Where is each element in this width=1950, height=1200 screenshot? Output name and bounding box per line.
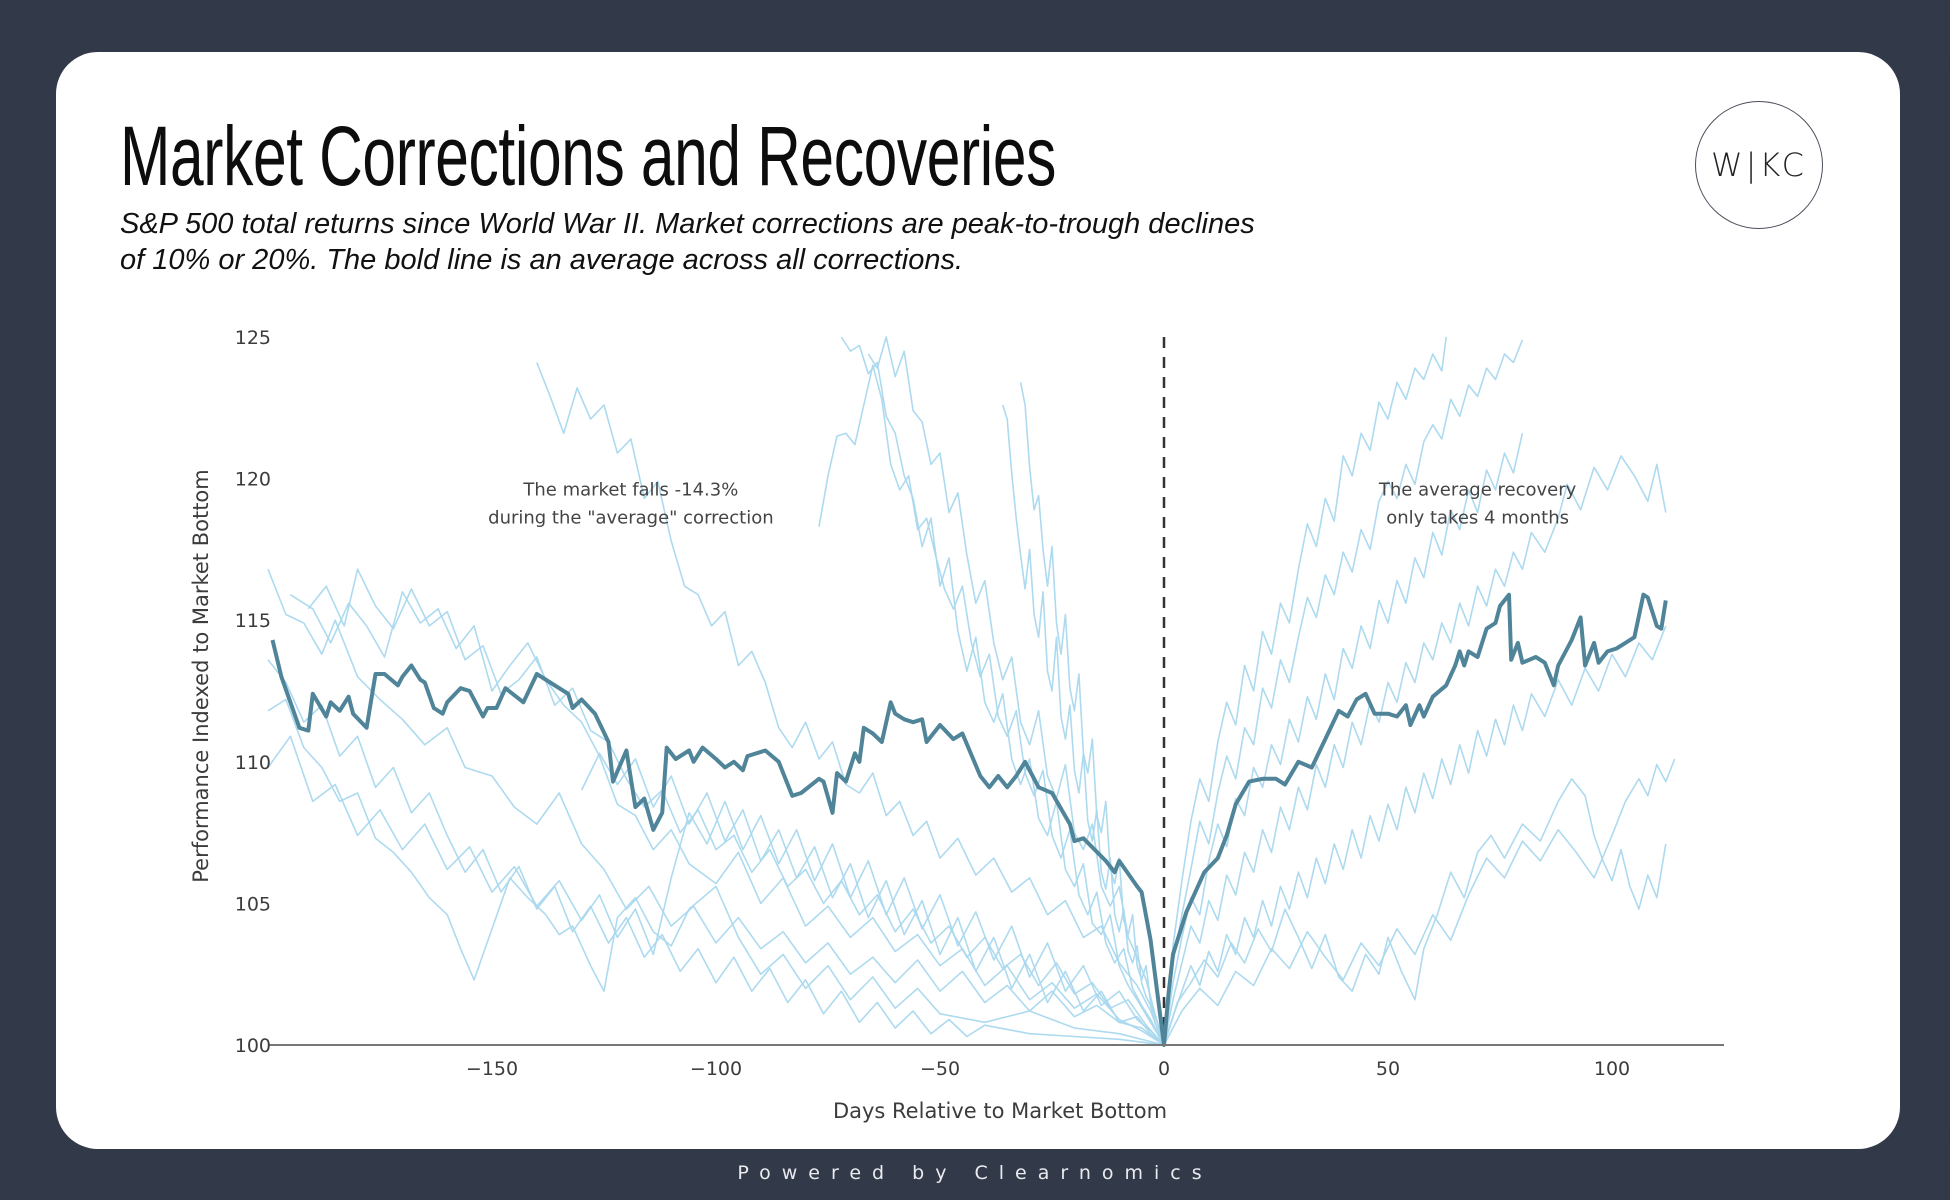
individual-corrections-group	[267, 336, 1676, 1046]
y-tick-label: 105	[235, 893, 271, 915]
correction-line-16	[1163, 455, 1667, 1046]
annotation-2-line-2: only takes 4 months	[1386, 508, 1569, 529]
correction-line-18	[1163, 778, 1667, 1046]
x-tick-label: 50	[1376, 1058, 1400, 1080]
correction-line-2	[267, 698, 1165, 1046]
correction-line-13	[1163, 336, 1447, 1046]
x-tick-label: −150	[466, 1058, 518, 1080]
page-subtitle: S&P 500 total returns since World War II…	[120, 206, 1420, 278]
x-tick-label: 0	[1158, 1058, 1170, 1080]
correction-line-11	[267, 735, 1165, 1046]
correction-line-9	[1001, 404, 1165, 1046]
x-tick-label: −100	[690, 1058, 742, 1080]
correction-line-7	[840, 336, 1165, 1046]
correction-line-12	[580, 752, 1165, 1046]
x-axis-label: Days Relative to Market Bottom	[833, 1099, 1167, 1123]
powered-by-footer: Powered by Clearnomics	[737, 1162, 1213, 1184]
correction-line-4	[307, 568, 1165, 1046]
subtitle-line-2: of 10% or 20%. The bold line is an avera…	[120, 244, 964, 276]
y-tick-label: 125	[235, 327, 271, 349]
annotation-1-line-1: The market falls -14.3%	[522, 480, 738, 501]
y-tick-label: 110	[235, 752, 271, 774]
average-correction-line	[270, 592, 1668, 1047]
correction-line-8	[818, 364, 1165, 1046]
wkc-logo: W|KC	[1695, 101, 1823, 229]
x-tick-label: −50	[920, 1058, 960, 1080]
y-axis-label: Performance Indexed to Market Bottom	[189, 469, 213, 883]
correction-line-17	[1163, 625, 1667, 1046]
correction-line-10	[1019, 382, 1165, 1046]
logo-text: W|KC	[1711, 146, 1807, 184]
correction-line-6	[867, 336, 1165, 1046]
y-tick-label: 120	[235, 469, 271, 491]
y-tick-label: 115	[235, 610, 271, 632]
correction-line-20	[267, 659, 1165, 1046]
x-axis-ticks: −150 −100 −50 0 50 100	[466, 1058, 1630, 1080]
correction-line-19	[1163, 758, 1676, 1046]
subtitle-line-1: S&P 500 total returns since World War II…	[120, 208, 1255, 240]
annotations-group: The market falls -14.3% during the "avera…	[488, 480, 1576, 529]
x-tick-label: 100	[1594, 1058, 1630, 1080]
correction-line-14	[1163, 339, 1524, 1046]
y-tick-label: 100	[235, 1035, 271, 1057]
correction-line-5	[536, 362, 1165, 1046]
annotation-2-line-1: The average recovery	[1378, 480, 1577, 501]
y-axis-ticks: 100 105 110 115 120 125	[235, 327, 271, 1057]
annotation-1-line-2: during the "average" correction	[488, 508, 773, 529]
correction-line-1	[267, 568, 1165, 1046]
page-title: Market Corrections and Recoveries	[120, 109, 1057, 203]
